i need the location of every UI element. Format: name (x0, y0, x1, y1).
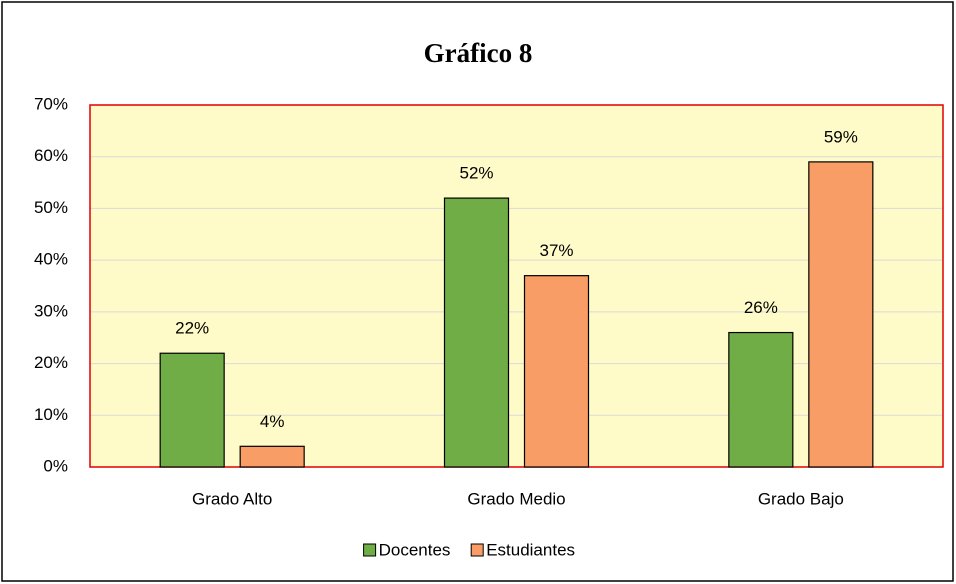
x-tick-label: Grado Medio (467, 489, 565, 508)
data-label: 22% (175, 319, 209, 338)
data-label: 26% (744, 298, 778, 317)
data-label: 52% (459, 164, 493, 183)
data-label: 4% (260, 412, 285, 431)
bar (523, 275, 590, 468)
y-tick-label: 10% (34, 405, 68, 424)
data-label: 59% (824, 127, 858, 146)
chart-title: Gráfico 8 (424, 38, 533, 68)
legend-label: Docentes (379, 540, 451, 559)
y-tick-label: 70% (34, 94, 68, 113)
x-tick-label: Grado Alto (192, 489, 272, 508)
legend-swatch (363, 543, 377, 557)
legend-swatch (470, 543, 484, 557)
plot-area (90, 105, 943, 467)
bar (808, 161, 874, 468)
bar (159, 352, 225, 468)
data-label: 37% (539, 241, 573, 260)
y-tick-label: 30% (34, 301, 68, 320)
plot-border (89, 104, 944, 468)
bar (728, 331, 794, 468)
bar (239, 445, 305, 468)
y-tick-label: 0% (43, 456, 68, 475)
x-tick-label: Grado Bajo (758, 489, 844, 508)
y-tick-label: 20% (34, 353, 68, 372)
y-tick-label: 50% (34, 198, 68, 217)
legend-label: Estudiantes (486, 540, 575, 559)
y-tick-label: 60% (34, 146, 68, 165)
bar (443, 197, 510, 468)
y-tick-label: 40% (34, 250, 68, 269)
